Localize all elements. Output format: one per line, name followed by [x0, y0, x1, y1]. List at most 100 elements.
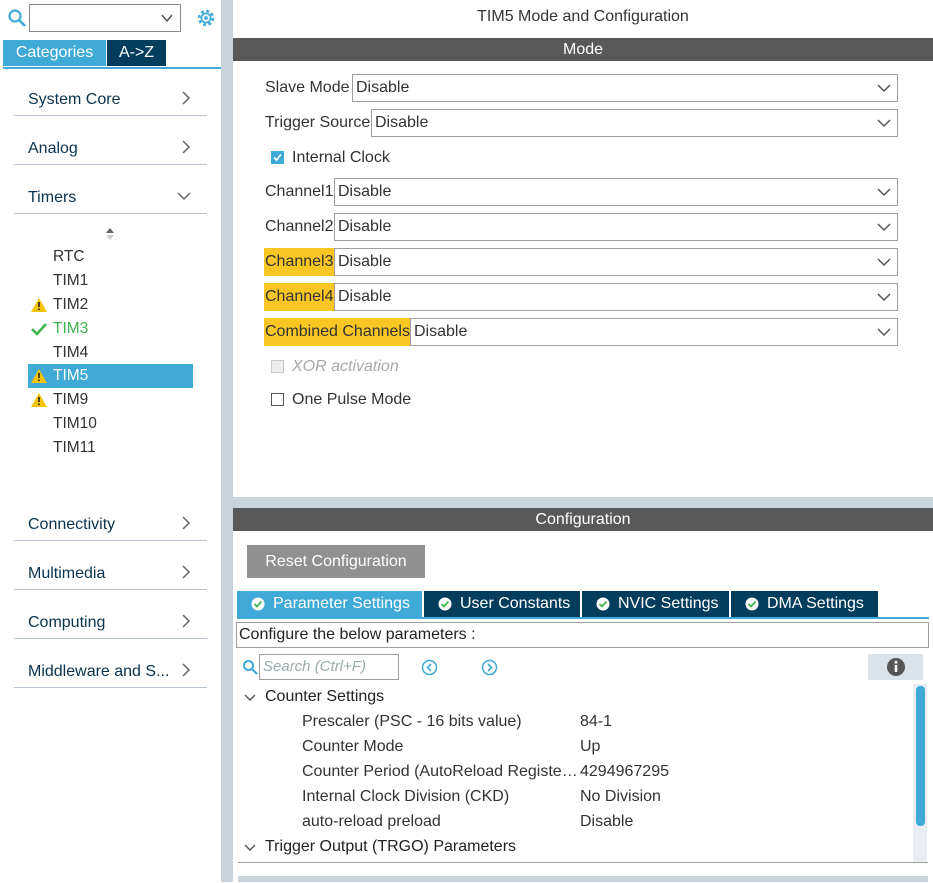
- one-pulse-checkbox[interactable]: [271, 393, 284, 406]
- channel3-label: Channel3: [264, 248, 335, 276]
- horizontal-scrollbar[interactable]: [238, 876, 928, 882]
- timer-label: TIM11: [53, 439, 96, 456]
- chevron-right-icon: [182, 614, 191, 628]
- chevron-down-icon: [877, 84, 891, 93]
- tab-a-z[interactable]: A->Z: [107, 40, 166, 66]
- combined-channels-select[interactable]: Disable: [410, 318, 898, 346]
- list-item-tim1[interactable]: TIM1: [28, 269, 193, 293]
- panel-divider[interactable]: [221, 0, 233, 882]
- slave-mode-label: Slave Mode: [265, 79, 350, 96]
- category-multimedia[interactable]: Multimedia: [14, 555, 207, 590]
- list-item-tim5[interactable]: TIM5: [28, 364, 193, 388]
- tab-categories[interactable]: Categories: [3, 40, 106, 66]
- param-value[interactable]: 84-1: [580, 713, 613, 730]
- configure-description: Configure the below parameters :: [236, 622, 929, 648]
- channel2-select[interactable]: Disable: [334, 213, 898, 241]
- chevron-down-icon[interactable]: [244, 693, 256, 702]
- param-name[interactable]: auto-reload preload: [302, 813, 441, 830]
- right-panel: [233, 0, 933, 882]
- tab-underline: [3, 67, 221, 69]
- info-button[interactable]: [868, 654, 923, 680]
- previous-icon[interactable]: [421, 659, 438, 676]
- channel4-select[interactable]: Disable: [334, 283, 898, 311]
- timer-label: TIM5: [53, 367, 89, 384]
- chevron-down-icon[interactable]: [244, 843, 256, 852]
- select-value: Disable: [414, 323, 468, 340]
- category-computing[interactable]: Computing: [14, 604, 207, 639]
- page-title: TIM5 Mode and Configuration: [477, 8, 689, 25]
- chevron-down-icon: [877, 258, 891, 267]
- chevron-down-icon: [177, 192, 191, 201]
- param-name[interactable]: Internal Clock Division (CKD): [302, 788, 510, 805]
- parameter-search-input[interactable]: Search (Ctrl+F): [259, 654, 399, 680]
- timer-label: TIM2: [53, 296, 89, 313]
- tab-dma-settings[interactable]: DMA Settings: [731, 591, 878, 617]
- reset-configuration-button[interactable]: Reset Configuration: [247, 545, 425, 578]
- select-value: Disable: [338, 218, 392, 235]
- category-analog[interactable]: Analog: [14, 130, 207, 165]
- param-name[interactable]: Prescaler (PSC - 16 bits value): [302, 713, 522, 730]
- chevron-right-icon: [182, 91, 191, 105]
- list-item-tim4[interactable]: TIM4: [28, 341, 193, 365]
- check-circle-icon: [596, 597, 610, 611]
- chevron-right-icon: [182, 565, 191, 579]
- list-item-tim10[interactable]: TIM10: [28, 412, 193, 436]
- search-icon[interactable]: [242, 659, 258, 675]
- check-circle-icon: [251, 597, 265, 611]
- param-value[interactable]: Disable: [580, 813, 634, 830]
- select-value: Disable: [338, 288, 392, 305]
- chevron-down-icon[interactable]: [160, 11, 174, 25]
- tab-label: Parameter Settings: [273, 595, 410, 612]
- category-timers[interactable]: Timers: [14, 179, 207, 214]
- param-name[interactable]: Counter Period (AutoReload Register - 32…: [302, 763, 578, 780]
- tab-nvic-settings[interactable]: NVIC Settings: [582, 591, 729, 617]
- select-value: Disable: [356, 79, 410, 96]
- category-label: Middleware and S...: [28, 663, 170, 680]
- category-label: Connectivity: [28, 516, 116, 533]
- group-counter-settings[interactable]: Counter Settings: [265, 688, 385, 705]
- tab-label: DMA Settings: [767, 595, 864, 612]
- sort-icon[interactable]: [104, 227, 116, 241]
- search-icon[interactable]: [7, 8, 27, 28]
- check-icon: [273, 153, 282, 162]
- slave-mode-select[interactable]: Disable: [352, 74, 898, 102]
- list-item-rtc[interactable]: RTC: [28, 245, 193, 269]
- search-input[interactable]: [29, 4, 181, 32]
- internal-clock-checkbox[interactable]: [271, 151, 284, 164]
- check-circle-icon: [745, 597, 759, 611]
- param-value[interactable]: No Division: [580, 788, 661, 805]
- next-icon[interactable]: [481, 659, 498, 676]
- chevron-down-icon: [877, 223, 891, 232]
- tab-parameter-settings[interactable]: Parameter Settings: [237, 591, 422, 617]
- group-trgo-parameters[interactable]: Trigger Output (TRGO) Parameters: [265, 838, 517, 855]
- trigger-source-select[interactable]: Disable: [371, 109, 898, 137]
- channel4-label: Channel4: [264, 283, 335, 311]
- trigger-source-label: Trigger Source: [265, 114, 371, 131]
- tab-underline: [237, 617, 929, 619]
- category-middleware[interactable]: Middleware and S...: [14, 653, 207, 688]
- timer-label: TIM9: [53, 391, 89, 408]
- internal-clock-label: Internal Clock: [292, 149, 390, 166]
- category-system-core[interactable]: System Core: [14, 81, 207, 116]
- channel1-select[interactable]: Disable: [334, 178, 898, 206]
- scrollbar-thumb[interactable]: [916, 686, 925, 826]
- gear-icon[interactable]: [195, 7, 217, 29]
- combined-channels-label: Combined Channels: [264, 318, 411, 346]
- timer-label: RTC: [53, 248, 85, 265]
- info-icon: [887, 658, 905, 676]
- mode-header: Mode: [233, 38, 933, 61]
- channel3-select[interactable]: Disable: [334, 248, 898, 276]
- param-name[interactable]: Counter Mode: [302, 738, 404, 755]
- list-item-tim3[interactable]: TIM3: [28, 317, 193, 341]
- list-item-tim9[interactable]: TIM9: [28, 388, 193, 412]
- tab-user-constants[interactable]: User Constants: [424, 591, 580, 617]
- section-separator[interactable]: [233, 497, 933, 508]
- category-label: Computing: [28, 614, 106, 631]
- param-value[interactable]: Up: [580, 738, 601, 755]
- list-item-tim11[interactable]: TIM11: [28, 436, 193, 460]
- chevron-right-icon: [182, 516, 191, 530]
- list-item-tim2[interactable]: TIM2: [28, 293, 193, 317]
- category-connectivity[interactable]: Connectivity: [14, 506, 207, 541]
- param-value[interactable]: 4294967295: [580, 763, 669, 780]
- timer-label: TIM4: [53, 344, 89, 361]
